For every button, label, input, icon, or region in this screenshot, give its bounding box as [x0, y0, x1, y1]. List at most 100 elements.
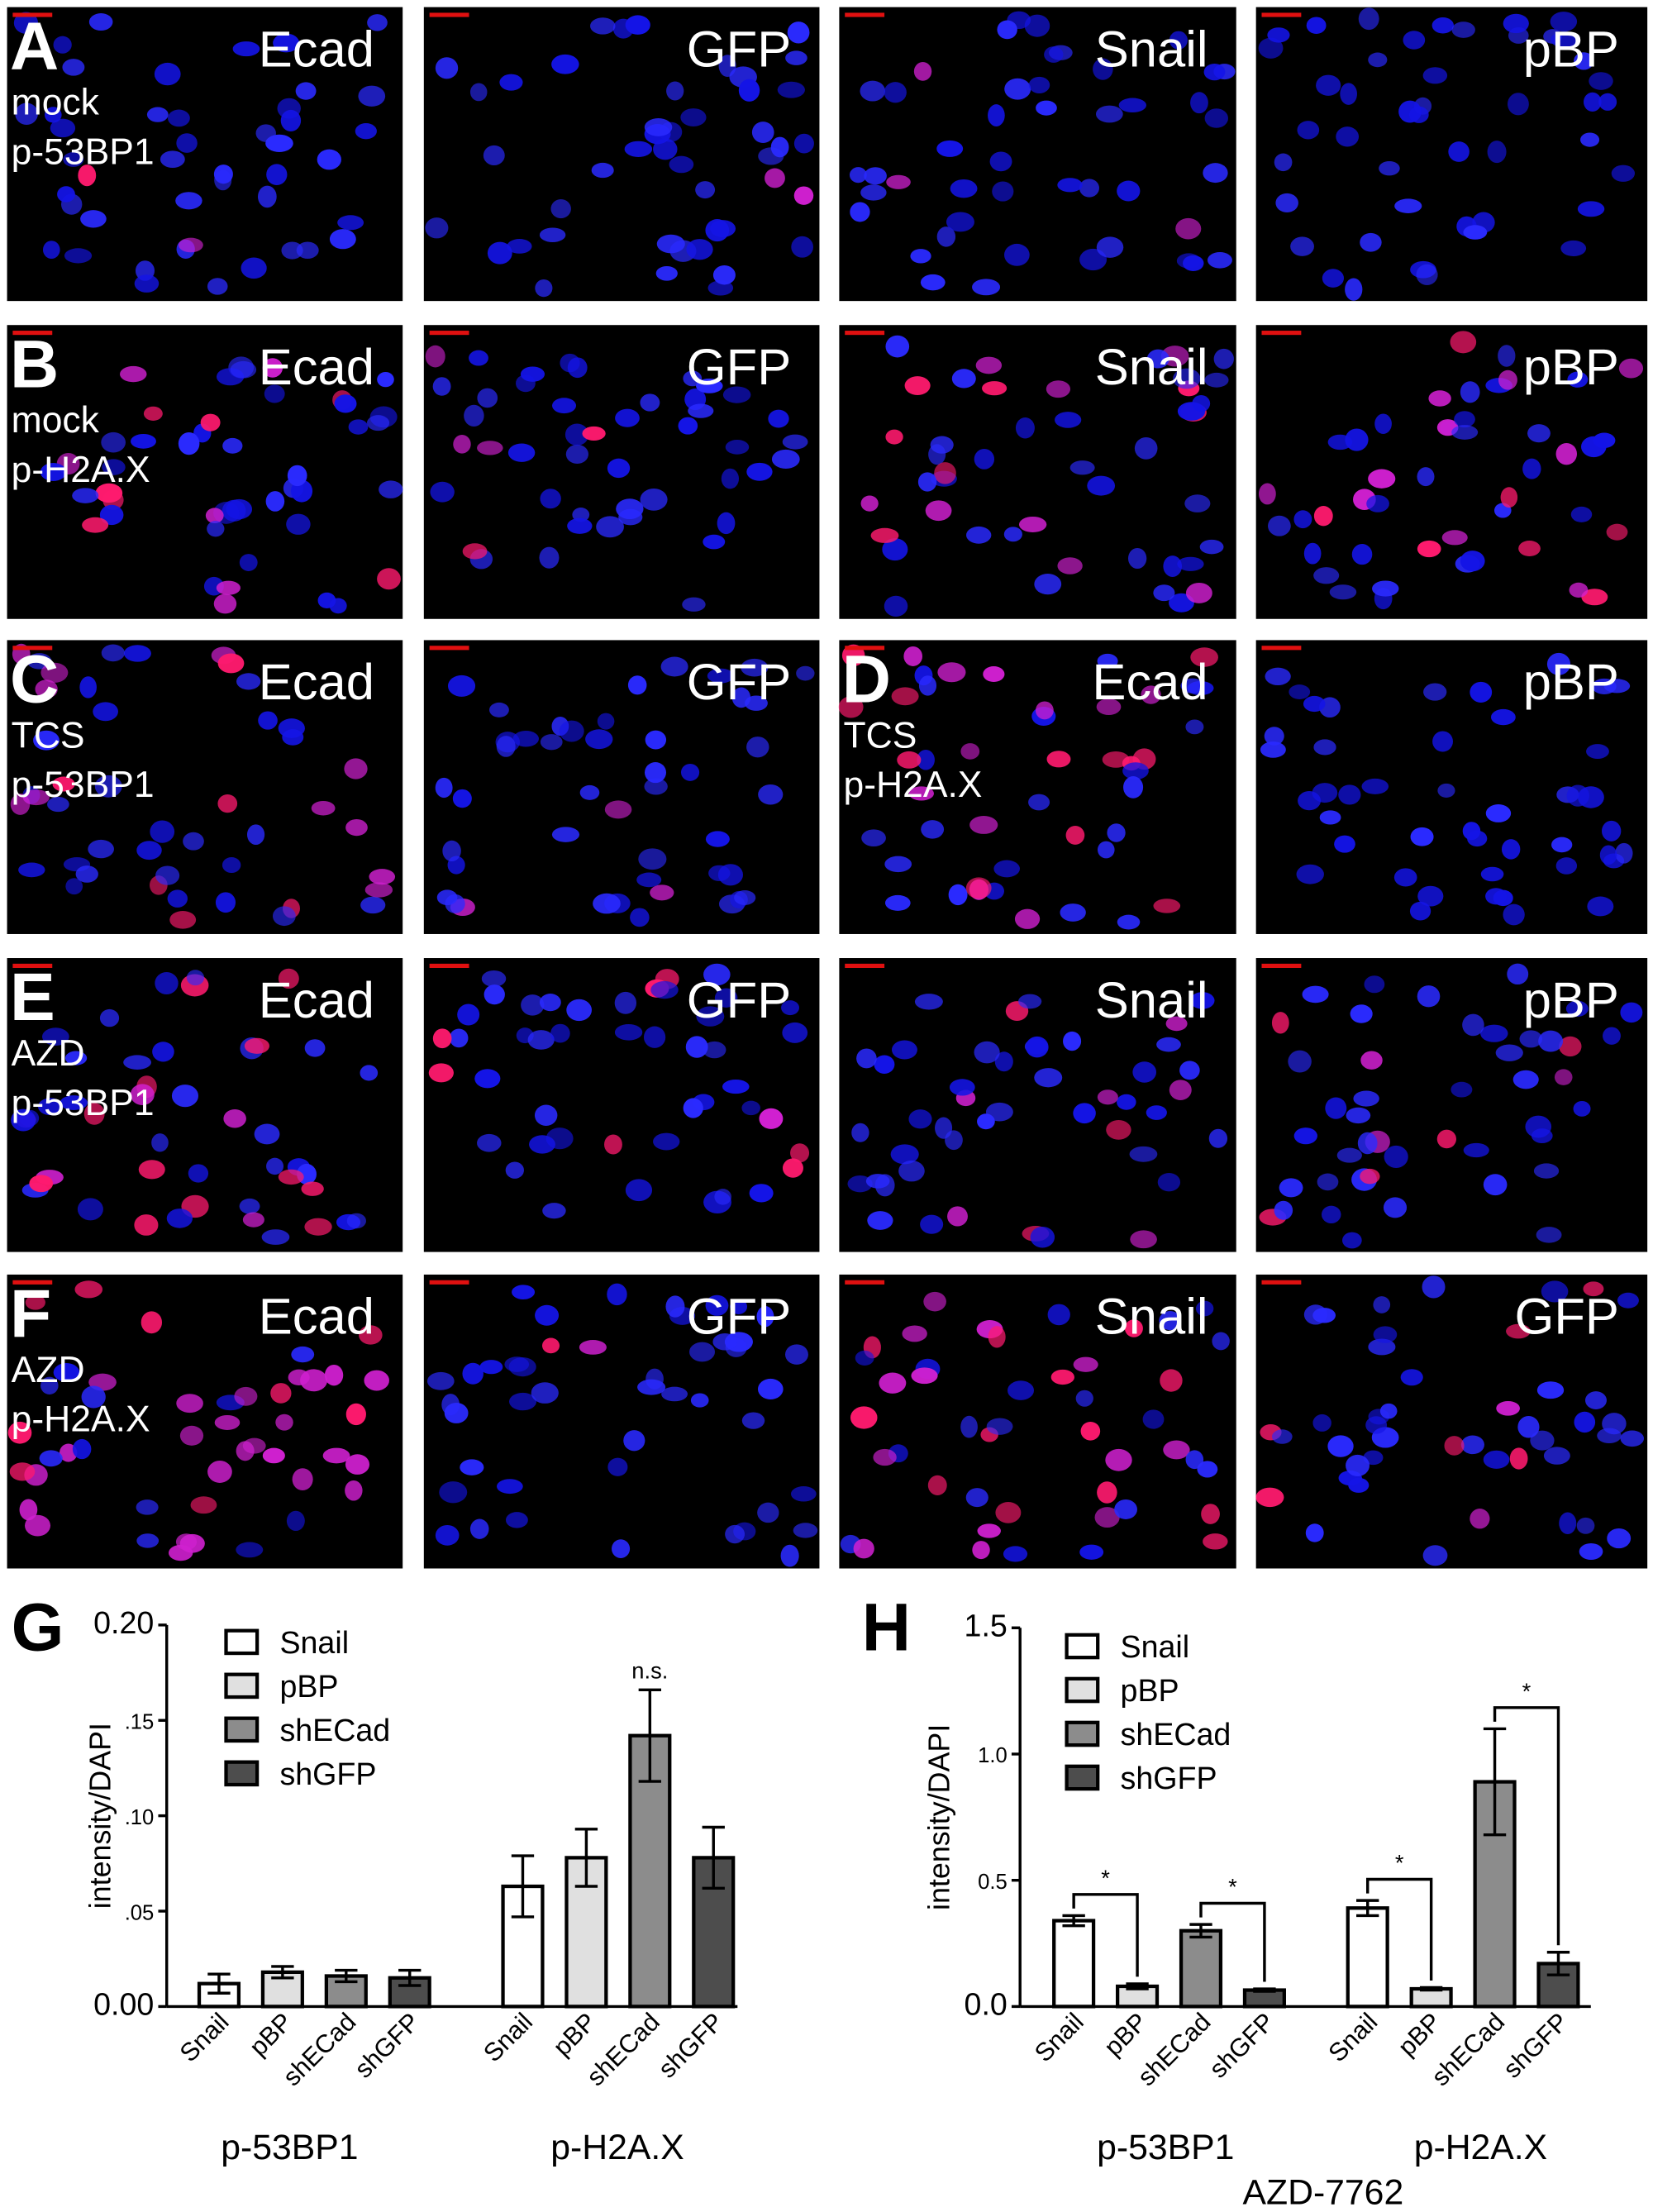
bar — [1179, 1928, 1223, 2009]
nucleus — [593, 893, 621, 914]
nucleus — [1028, 76, 1050, 93]
nucleus — [41, 1027, 69, 1046]
nucleus — [992, 181, 1014, 202]
nucleus — [38, 1098, 64, 1116]
nucleus — [477, 388, 498, 408]
nucleus — [1260, 741, 1286, 758]
y-tick-label: .10 — [125, 1806, 155, 1829]
nucleus — [1153, 584, 1175, 602]
nucleus — [1496, 1400, 1520, 1416]
nucleus — [1169, 31, 1188, 50]
nucleus — [550, 198, 571, 219]
nucleus — [1153, 899, 1181, 913]
nucleus — [265, 491, 285, 512]
nucleus — [1258, 37, 1284, 59]
nucleus — [793, 1523, 818, 1538]
nucleus — [1366, 494, 1389, 512]
nucleus — [623, 1430, 645, 1452]
nucleus — [1620, 1430, 1645, 1447]
nucleus — [242, 1437, 266, 1454]
nucleus — [1500, 487, 1518, 508]
nucleus — [721, 468, 740, 489]
nucleus — [236, 1542, 264, 1558]
nucleus — [345, 1454, 370, 1475]
x-tick-label: Snail — [478, 2007, 538, 2067]
nucleus — [1536, 1227, 1562, 1243]
nucleus — [1580, 132, 1600, 147]
nucleus — [1264, 727, 1284, 746]
nucleus — [614, 1024, 643, 1041]
nucleus — [1598, 93, 1617, 111]
nucleus — [296, 241, 319, 260]
nucleus — [304, 1039, 326, 1057]
nucleus — [215, 892, 236, 913]
nucleus — [884, 82, 907, 103]
nucleus — [982, 381, 1008, 396]
nucleus — [696, 378, 723, 393]
nucleus — [873, 1448, 897, 1466]
nucleus — [1617, 1292, 1639, 1309]
nucleus — [445, 894, 465, 913]
nucleus — [360, 1065, 379, 1081]
nucleus — [527, 1030, 555, 1050]
group-label: p-53BP1 — [1097, 2128, 1234, 2167]
nucleus — [512, 1285, 536, 1299]
nucleus — [1146, 1105, 1167, 1120]
nucleus — [566, 999, 592, 1022]
nucleus — [214, 1415, 241, 1430]
nucleus — [1620, 1002, 1643, 1023]
nucleus — [286, 513, 311, 535]
nucleus — [886, 174, 911, 189]
nucleus — [1551, 31, 1579, 48]
nucleus — [366, 415, 390, 431]
nucleus — [1274, 1200, 1293, 1220]
nucleus — [950, 179, 978, 198]
nucleus — [1346, 1107, 1371, 1124]
nucleus — [1305, 1523, 1324, 1542]
nucleus — [442, 840, 461, 862]
condition-label: p-53BP1 — [12, 1083, 155, 1123]
nucleus — [1586, 744, 1609, 760]
nucleus — [1606, 523, 1628, 541]
nucleus — [1573, 1100, 1591, 1117]
nucleus — [1483, 1174, 1508, 1196]
nucleus — [643, 1026, 666, 1048]
nucleus — [1422, 67, 1448, 84]
nucleus — [1353, 1090, 1379, 1107]
nucleus — [745, 695, 768, 711]
nucleus — [902, 1325, 927, 1342]
nucleus — [625, 15, 650, 35]
nucleus — [790, 1143, 810, 1163]
nucleus — [134, 274, 160, 293]
nucleus — [1265, 667, 1291, 686]
nucleus — [57, 186, 75, 203]
nucleus — [927, 1475, 947, 1495]
nucleus — [1034, 573, 1062, 595]
nucleus — [918, 675, 937, 696]
bar — [1052, 1919, 1096, 2009]
nucleus — [1018, 994, 1042, 1009]
nucleus — [796, 665, 815, 681]
nucleus — [25, 1514, 51, 1537]
nucleus — [254, 1123, 280, 1145]
nucleus — [1208, 1128, 1228, 1148]
nucleus — [1470, 681, 1493, 703]
panel-letter: C — [10, 642, 59, 717]
nucleus — [666, 81, 684, 101]
nucleus — [273, 33, 300, 53]
channel-label: GFP — [687, 972, 791, 1029]
nucleus — [1518, 540, 1541, 557]
nucleus — [435, 57, 459, 79]
micrograph — [7, 1274, 403, 1569]
nucleus — [151, 1133, 169, 1152]
nucleus — [1436, 1129, 1456, 1149]
nucleus — [377, 371, 394, 388]
micrograph — [423, 640, 820, 934]
nucleus — [60, 1095, 88, 1110]
nucleus — [1055, 412, 1082, 428]
nucleus — [262, 1447, 285, 1464]
nucleus — [99, 504, 124, 526]
scale-bar — [845, 963, 885, 968]
nucleus — [364, 1370, 389, 1391]
nucleus — [1607, 1528, 1632, 1549]
